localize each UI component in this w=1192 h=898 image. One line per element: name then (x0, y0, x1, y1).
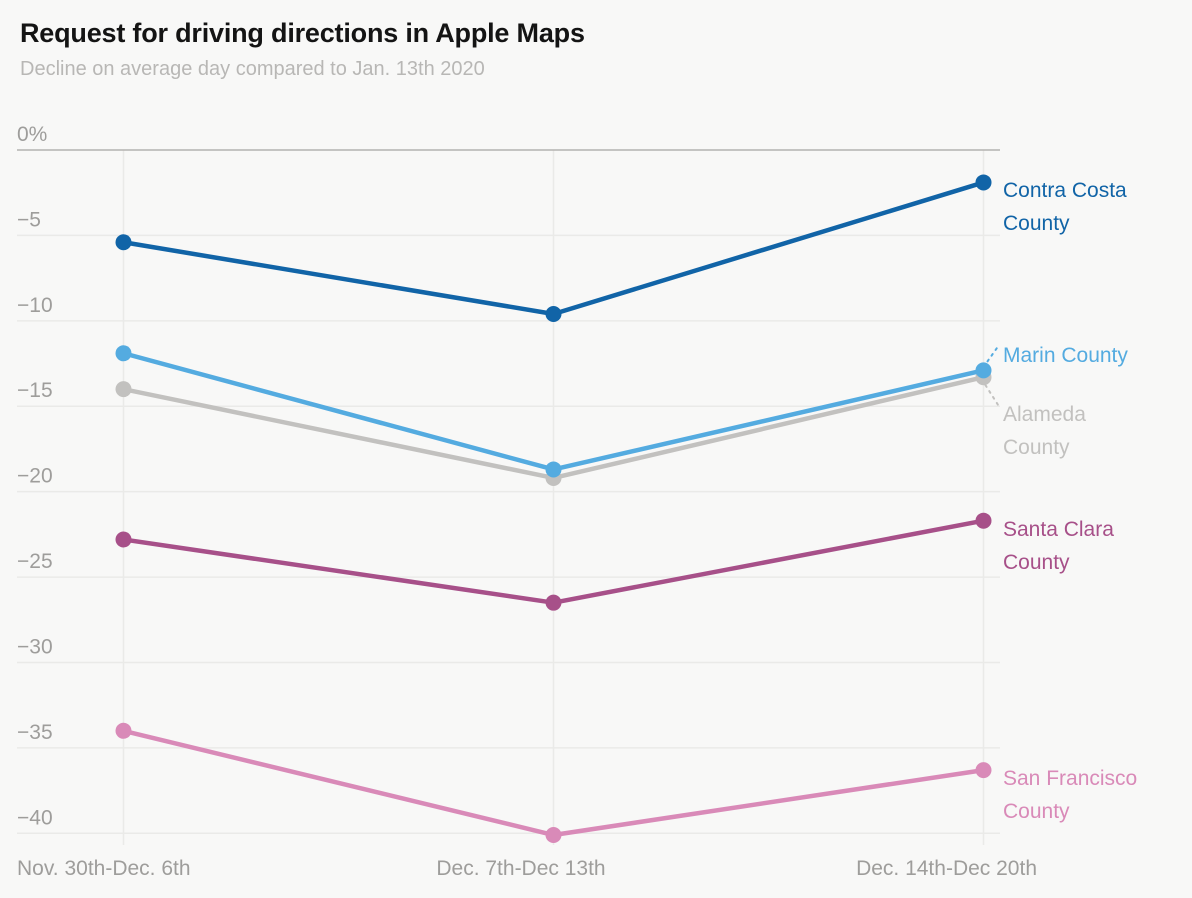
y-tick-label: −30 (17, 635, 53, 658)
y-tick-label: −5 (17, 208, 41, 231)
leader-line (986, 343, 1001, 363)
series-label-san-francisco-county: San Francisco County (1003, 767, 1138, 824)
chart-subtitle: Decline on average day compared to Jan. … (20, 58, 485, 80)
x-tick-label: Nov. 30th-Dec. 6th (17, 857, 191, 880)
y-tick-label: −25 (17, 550, 53, 573)
series-label-santa-clara-county: Santa Clara County (1003, 517, 1114, 574)
y-tick-label: −35 (17, 721, 53, 744)
series-label-marin-county: Marin County (1003, 344, 1128, 368)
data-point (115, 345, 132, 362)
y-tick-label: −40 (17, 806, 53, 829)
data-point (115, 722, 132, 739)
chart-title: Request for driving directions in Apple … (20, 18, 585, 48)
data-point (545, 461, 562, 478)
x-tick-label: Dec. 14th-Dec 20th (856, 857, 1037, 880)
y-tick-label: −15 (17, 379, 53, 402)
y-tick-label: −20 (17, 465, 53, 488)
data-point (545, 594, 562, 611)
leader-line (984, 384, 1001, 409)
data-point (975, 174, 992, 191)
y-tick-label: 0% (17, 123, 47, 146)
data-point (975, 762, 992, 779)
data-point (115, 234, 132, 251)
data-point (115, 531, 132, 548)
data-point (975, 512, 992, 529)
data-point (545, 305, 562, 322)
data-point (975, 362, 992, 379)
series-label-alameda-county: Alameda County (1003, 403, 1086, 460)
data-point (545, 827, 562, 844)
y-tick-label: −10 (17, 294, 53, 317)
x-tick-label: Dec. 7th-Dec 13th (436, 857, 605, 880)
series-label-contra-costa-county: Contra Costa County (1003, 179, 1127, 236)
data-point (115, 381, 132, 398)
